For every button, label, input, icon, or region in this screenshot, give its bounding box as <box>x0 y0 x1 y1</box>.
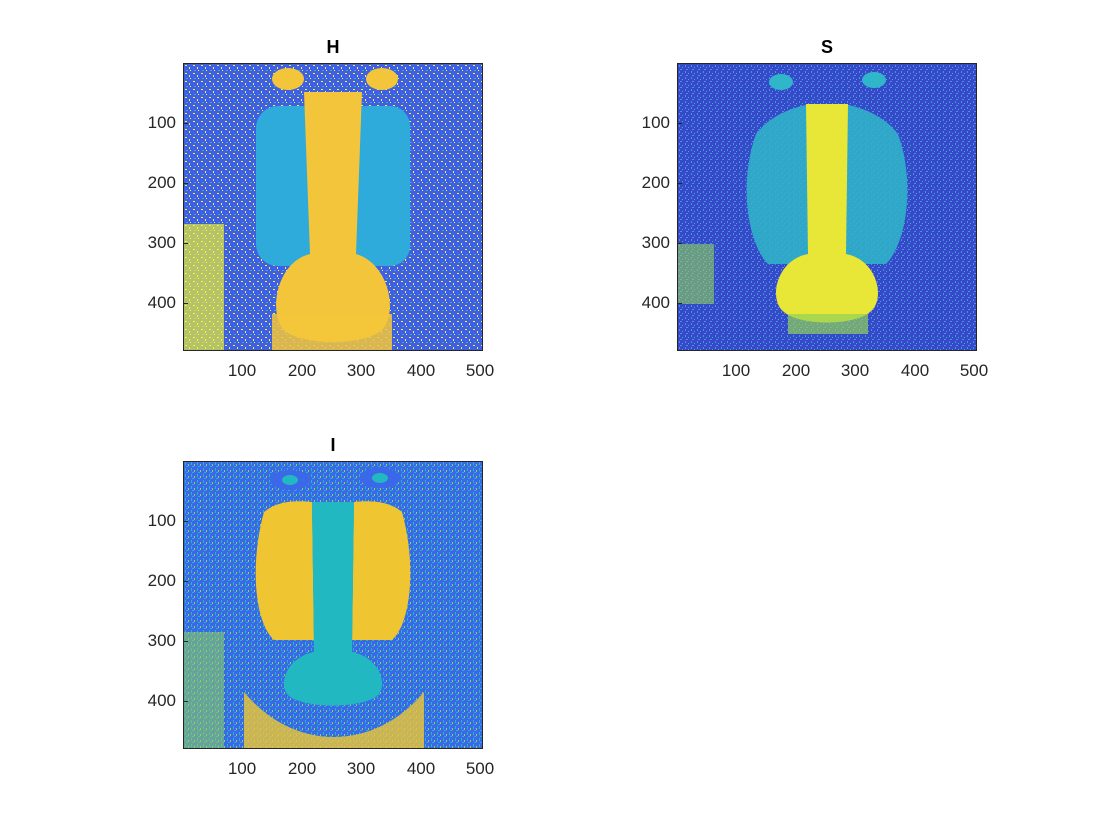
panel-title: I <box>330 435 336 455</box>
intensity-image <box>184 462 482 748</box>
y-tick-label: 200 <box>147 571 176 590</box>
x-tick-label: 300 <box>840 361 870 380</box>
y-tick-mark <box>678 303 682 304</box>
panel-title: S <box>820 37 833 57</box>
image-plot-s <box>677 63 977 351</box>
y-tick-mark <box>184 303 188 304</box>
x-tick-label: 400 <box>406 759 436 778</box>
y-tick-mark <box>184 701 188 702</box>
x-tick-label: 400 <box>900 361 930 380</box>
y-tick-mark <box>678 183 682 184</box>
x-tick-label: 100 <box>227 361 257 380</box>
y-tick-label: 100 <box>147 511 176 530</box>
x-tick-label: 100 <box>721 361 751 380</box>
y-tick-label: 300 <box>641 233 670 252</box>
x-tick-label: 500 <box>465 361 495 380</box>
y-tick-label: 300 <box>147 233 176 252</box>
panel-title: H <box>326 37 340 57</box>
hue-image <box>184 64 482 350</box>
x-tick-label: 300 <box>346 361 376 380</box>
x-tick-label: 300 <box>346 759 376 778</box>
y-tick-mark <box>184 243 188 244</box>
x-tick-label: 400 <box>406 361 436 380</box>
x-tick-label: 200 <box>287 759 317 778</box>
y-tick-label: 300 <box>147 631 176 650</box>
y-tick-label: 400 <box>147 691 176 710</box>
y-tick-mark <box>184 641 188 642</box>
y-tick-mark <box>678 123 682 124</box>
x-tick-label: 200 <box>781 361 811 380</box>
y-tick-mark <box>184 123 188 124</box>
image-plot-h <box>183 63 483 351</box>
y-tick-label: 100 <box>147 113 176 132</box>
y-tick-label: 400 <box>641 293 670 312</box>
y-tick-mark <box>184 581 188 582</box>
x-tick-label: 100 <box>227 759 257 778</box>
y-tick-label: 100 <box>641 113 670 132</box>
x-tick-label: 200 <box>287 361 317 380</box>
x-tick-label: 500 <box>465 759 495 778</box>
x-tick-label: 500 <box>959 361 989 380</box>
y-tick-label: 200 <box>641 173 670 192</box>
saturation-image <box>678 64 976 350</box>
image-plot-i <box>183 461 483 749</box>
y-tick-mark <box>184 521 188 522</box>
y-tick-label: 400 <box>147 293 176 312</box>
y-tick-label: 200 <box>147 173 176 192</box>
y-tick-mark <box>184 183 188 184</box>
y-tick-mark <box>678 243 682 244</box>
